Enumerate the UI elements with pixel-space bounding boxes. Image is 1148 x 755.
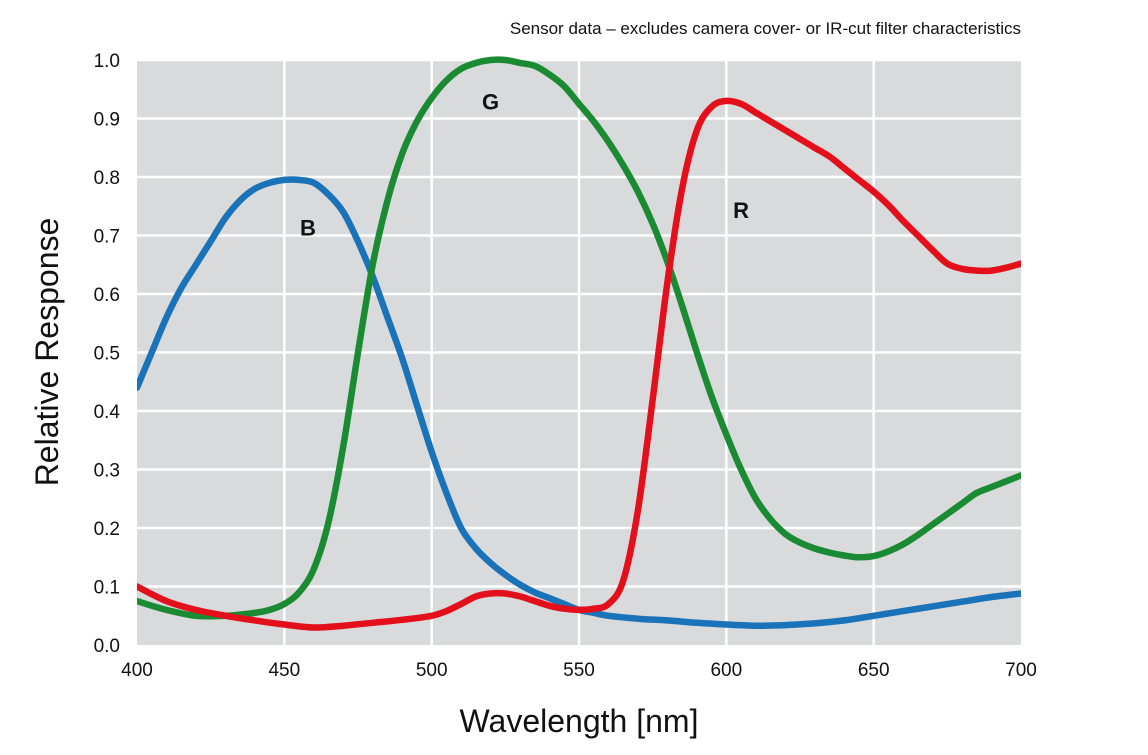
y-tick-label-1.0: 1.0 xyxy=(94,51,120,72)
series-line-g xyxy=(137,56,1021,620)
y-tick-label-0.4: 0.4 xyxy=(94,402,121,423)
y-tick-label-0.1: 0.1 xyxy=(94,578,120,599)
sensor-note: Sensor data – excludes camera cover- or … xyxy=(510,19,1021,38)
gridlines xyxy=(137,58,1021,645)
series-lines xyxy=(137,56,1021,631)
x-axis-label: Wavelength [nm] xyxy=(460,703,699,739)
y-tick-label-0.9: 0.9 xyxy=(94,110,120,131)
series-labels: B G R xyxy=(300,90,749,241)
y-tick-label-0.3: 0.3 xyxy=(94,461,120,482)
y-tick-label-0.6: 0.6 xyxy=(94,285,120,306)
tick-labels: 400 450 500 550 600 650 700 0.0 0.1 0.2 0.3 0.4 0.5 0… xyxy=(94,51,1037,681)
x-tick-label-700: 700 xyxy=(1005,660,1037,681)
y-tick-label-0.5: 0.5 xyxy=(94,344,120,365)
y-axis-label: Relative Response xyxy=(29,218,65,487)
y-tick-label-0.7: 0.7 xyxy=(94,227,120,248)
x-tick-label-450: 450 xyxy=(268,660,300,681)
x-tick-label-650: 650 xyxy=(858,660,890,681)
series-line-b xyxy=(137,176,1021,629)
x-tick-label-500: 500 xyxy=(416,660,448,681)
x-tick-label-550: 550 xyxy=(563,660,595,681)
y-tick-label-0.0: 0.0 xyxy=(94,636,120,657)
series-label-g: G xyxy=(482,90,499,115)
series-label-b: B xyxy=(300,216,316,241)
x-tick-label-400: 400 xyxy=(121,660,153,681)
series-line-r xyxy=(137,97,1021,631)
series-label-r: R xyxy=(733,198,749,223)
x-tick-label-600: 600 xyxy=(710,660,742,681)
y-tick-label-0.2: 0.2 xyxy=(94,519,120,540)
y-tick-label-0.8: 0.8 xyxy=(94,168,120,189)
